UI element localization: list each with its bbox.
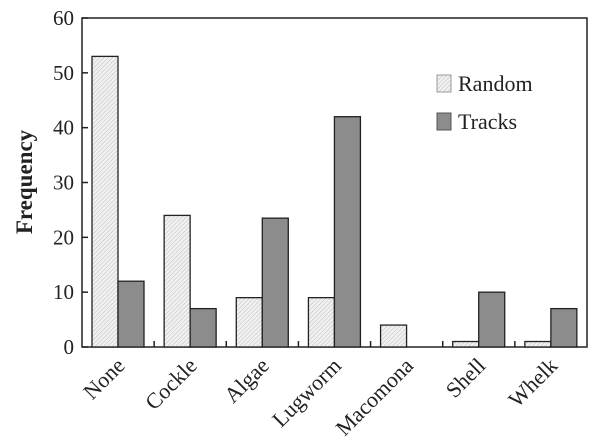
bar-tracks-none [117,280,145,348]
y-tick-label: 0 [64,335,75,359]
bar-tracks-algae [261,217,289,348]
legend-swatch-random [436,74,452,93]
legend: Random Tracks [436,71,533,134]
bar-tracks-cockle [189,307,217,348]
bar-tracks-whelk [550,307,578,348]
legend-label-tracks: Tracks [458,109,517,134]
bar-random-none [91,55,119,348]
category-label: Algae [219,353,274,408]
legend-label-random: Random [458,71,533,96]
y-tick-label: 60 [53,6,74,30]
bar-random-lugworm [307,296,336,348]
bar-random-whelk [524,340,552,348]
y-tick-label: 10 [53,280,74,304]
y-axis: 0 10 20 30 40 50 60 [53,6,88,359]
bar-random-algae [235,296,263,348]
y-tick-label: 50 [53,61,74,85]
category-label: Shell [441,353,491,403]
bar-tracks-shell [478,291,506,348]
bar-random-cockle [163,214,191,348]
bar-random-macomona [379,324,408,348]
bars [91,55,578,348]
y-axis-label: Frequency [12,129,37,234]
bar-tracks-lugworm [333,116,362,348]
category-label: Macomona [330,353,418,439]
category-label: Whelk [503,353,562,412]
category-label: Cockle [140,353,202,415]
category-label: None [78,353,129,404]
y-tick-label: 40 [53,116,74,140]
y-tick-label: 20 [53,225,74,249]
legend-swatch-tracks [436,112,452,131]
y-tick-label: 30 [53,171,74,195]
bar-random-shell [452,340,480,348]
